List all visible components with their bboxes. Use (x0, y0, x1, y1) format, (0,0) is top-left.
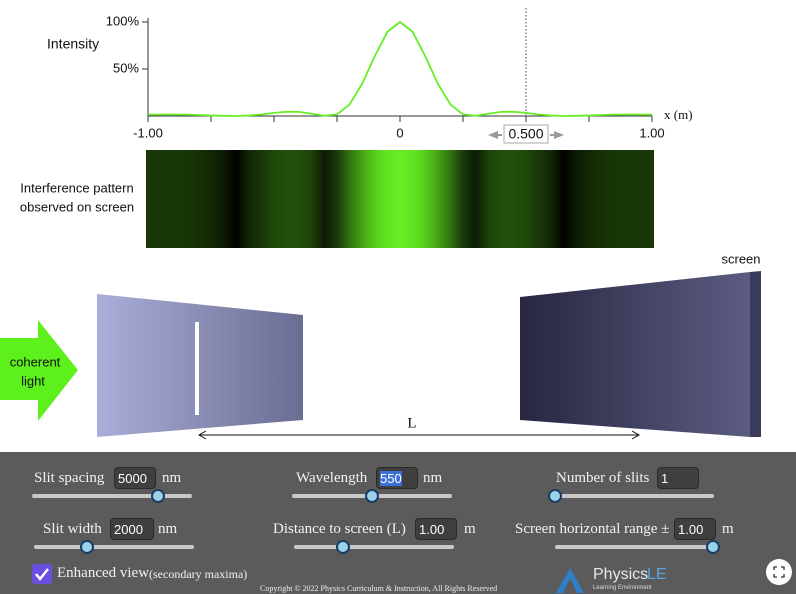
distance-arrowhead (631, 430, 641, 440)
enhanced-checkbox[interactable] (32, 564, 52, 584)
control-input[interactable]: 550 (376, 467, 418, 489)
screen (520, 272, 750, 437)
logo-tagline: Learning Environment (593, 585, 652, 591)
pattern-label: Interference pattern (20, 180, 133, 195)
marker-box[interactable] (503, 124, 549, 144)
x-tick-label: 1.00 (639, 125, 664, 140)
y-axis-label: Intensity (47, 36, 99, 52)
enhanced-note: (secondary maxima) (149, 567, 248, 581)
light-arrow (0, 320, 78, 421)
control-input[interactable]: 1.00 (674, 518, 716, 540)
input-value[interactable]: 1.00 (419, 522, 445, 537)
input-value[interactable]: 2000 (114, 522, 143, 537)
slider-track[interactable] (294, 545, 454, 549)
slider-thumb[interactable] (706, 540, 720, 554)
control-unit: nm (162, 470, 182, 486)
x-tick-label: 0 (396, 125, 403, 140)
control-label: Slit spacing (34, 470, 105, 486)
logo: Physics LE Learning Environment (555, 566, 667, 594)
logo-suffix: LE (647, 566, 667, 583)
copyright: Copyright © 2022 Physics Curriculum & In… (260, 584, 498, 593)
input-value[interactable]: 550 (380, 471, 402, 486)
distance-label: L (407, 415, 416, 431)
control-unit: nm (158, 521, 178, 537)
x-tick-label: -1.00 (133, 125, 163, 140)
slit (195, 322, 199, 415)
control-input[interactable]: 5000 (114, 467, 156, 489)
distance-arrowhead (197, 430, 207, 440)
x-axis-label: x (m) (664, 107, 693, 122)
control-label: Number of slits (556, 470, 650, 486)
input-value[interactable]: 5000 (118, 471, 147, 486)
slit-plate (97, 294, 303, 437)
screen-label: screen (721, 251, 760, 266)
enhanced-label: Enhanced view (57, 565, 150, 581)
control-label: Wavelength (296, 470, 368, 486)
fullscreen-icon (773, 566, 785, 578)
source-label: light (21, 373, 45, 388)
pattern-label: observed on screen (20, 199, 134, 214)
y-tick-label: 50% (113, 60, 139, 75)
slider-thumb[interactable] (336, 540, 350, 554)
slider-track[interactable] (34, 545, 194, 549)
slider-track[interactable] (555, 494, 714, 498)
slider-track[interactable] (32, 494, 192, 498)
control-label: Distance to screen (L) (273, 521, 406, 537)
check-mark (35, 568, 49, 582)
y-tick-label: 100% (106, 13, 140, 28)
slider-thumb[interactable] (151, 489, 165, 503)
input-value[interactable]: 1.00 (678, 522, 704, 537)
control-unit: nm (423, 470, 443, 486)
slider-thumb[interactable] (80, 540, 94, 554)
interference-pattern (146, 150, 654, 248)
screen-edge (750, 271, 761, 437)
simulation-view: Intensity x (m) Interference pattern obs… (0, 8, 761, 440)
marker-label: 0.500 (508, 126, 543, 142)
control-unit: m (722, 521, 734, 537)
marker-arrow-left (488, 131, 498, 139)
fullscreen-button[interactable] (766, 559, 792, 585)
control-label: Slit width (43, 521, 102, 537)
control-panel: Slit spacing 5000 nm Wavelength 550 nm Number … (0, 452, 796, 594)
source-label: coherent (10, 354, 61, 369)
logo-icon (556, 568, 584, 593)
control-input[interactable]: 2000 (110, 518, 154, 540)
control-unit: m (464, 521, 476, 537)
slider-track[interactable] (555, 545, 714, 549)
control-label: Screen horizontal range ± (515, 521, 670, 537)
input-value[interactable]: 1 (661, 471, 669, 486)
slider-thumb[interactable] (548, 489, 562, 503)
control-input[interactable]: 1.00 (415, 518, 457, 540)
marker-arrow-right (554, 131, 564, 139)
slider-thumb[interactable] (365, 489, 379, 503)
logo-name: Physics (593, 566, 649, 583)
intensity-curve (147, 20, 653, 117)
control-input[interactable]: 1 (657, 467, 699, 489)
